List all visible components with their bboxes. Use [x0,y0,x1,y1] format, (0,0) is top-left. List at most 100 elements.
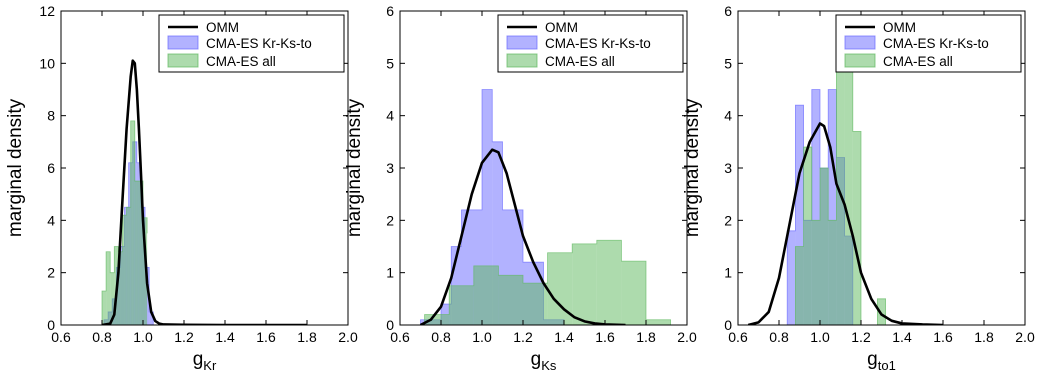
x-axis-label: gto1 [867,349,896,373]
y-tick-label: 3 [724,160,732,176]
legend-all-label: CMA-ES all [883,54,953,69]
hist-all-bar [844,37,853,325]
y-tick-label: 0 [386,317,394,333]
hist-all-bar [596,240,622,325]
legend-omm-label: OMM [206,20,239,35]
x-tick-label: 1.8 [974,329,994,345]
hist-all-bar [110,272,115,325]
hist-all-bar [646,319,671,325]
x-tick-label: 0.6 [390,329,410,345]
x-axis-label: gKs [531,349,557,373]
hist-all-bar [795,246,804,325]
hist-all-bar [424,314,450,325]
legend-omm-label: OMM [883,20,916,35]
x-tick-label: 1.0 [133,329,153,345]
hist-all-bar [811,220,820,325]
x-tick-label: 2.0 [1015,329,1035,345]
x-tick-label: 0.6 [51,329,71,345]
hist-all-outline [424,239,671,325]
x-tick-label: 0.8 [769,329,789,345]
hist-kr-ks-to-bar [828,89,837,325]
y-tick-label: 5 [724,55,732,71]
hist-all-bar [523,283,548,325]
x-tick-label: 1.2 [851,329,871,345]
x-tick-label: 2.0 [677,329,697,345]
y-tick-label: 4 [386,108,394,124]
y-tick-label: 1 [386,265,394,281]
hist-all-bar [473,265,499,325]
hist-all-bar [621,261,646,325]
legend-kr-ks-to-label: CMA-ES Kr-Ks-to [883,36,989,51]
x-axis-label-subscript: to1 [878,358,896,373]
y-axis-label: marginal density [682,98,703,237]
x-axis-label-subscript: Kr [203,358,217,373]
omm-line [747,122,944,325]
y-tick-label: 0 [47,317,55,333]
x-tick-label: 1.6 [256,329,276,345]
y-axis-label: marginal density [344,98,365,237]
hist-all-bar [498,275,523,325]
hist-all-bar [106,251,111,325]
hist-all-bar [803,147,812,325]
hist-all-bar [572,243,597,325]
x-tick-label: 1.4 [892,329,912,345]
x-tick-label: 2.0 [338,329,358,345]
x-tick-label: 1.0 [472,329,492,345]
legend-all-label: CMA-ES all [206,54,276,69]
legend-kr-ks-to-swatch [167,35,199,50]
x-tick-label: 0.8 [431,329,451,345]
legend-kr-ks-to-label: CMA-ES Kr-Ks-to [545,36,651,51]
hist-kr-ks-to-bar [492,141,503,325]
legend-kr-ks-to-swatch [506,35,538,50]
legend-kr-ks-to-swatch [844,35,876,50]
y-axis-label: marginal density [5,98,26,237]
y-tick-label: 5 [386,55,394,71]
plot-area [419,89,671,325]
x-tick-label: 1.2 [513,329,533,345]
x-tick-label: 1.4 [215,329,235,345]
hist-kr-ks-to-bar [795,105,804,325]
y-tick-label: 3 [386,160,394,176]
x-axis-label: gKr [193,349,217,373]
x-tick-label: 1.6 [933,329,953,345]
y-tick-label: 6 [724,3,732,19]
legend-all-swatch [506,53,538,68]
hist-all-bar [122,215,127,325]
y-tick-label: 2 [724,212,732,228]
hist-kr-ks-to-bar [482,89,493,325]
y-tick-label: 6 [386,3,394,19]
hist-all-bar [134,181,139,325]
y-tick-label: 6 [47,160,55,176]
hist-all-bar [102,290,107,325]
x-tick-label: 1.4 [554,329,574,345]
x-tick-label: 1.8 [297,329,317,345]
hist-all-bar [118,251,123,325]
y-tick-label: 1 [724,265,732,281]
x-tick-label: 1.2 [174,329,194,345]
x-tick-label: 1.0 [810,329,830,345]
hist-kr-ks-to-bar [149,311,154,325]
y-tick-label: 12 [39,3,55,19]
hist-all-bar [877,298,886,325]
y-tick-label: 0 [724,317,732,333]
y-tick-label: 4 [47,212,55,228]
chart-panel-2: 0.6 0.8 1.0 1.2 1.4 1.6 1.8 2.0 0 1 2 3 4 5 6 gKs margin… [344,3,697,373]
x-tick-label: 1.8 [636,329,656,345]
plot-area [101,59,307,325]
hist-all-bar [449,285,474,325]
hist-kr-ks-to-bar [787,230,796,325]
legend-omm-label: OMM [545,20,578,35]
legend-all-label: CMA-ES all [545,54,615,69]
y-tick-label: 2 [47,265,55,281]
hist-all-bar [130,120,135,325]
legend-all-swatch [844,53,876,68]
x-tick-label: 0.8 [92,329,112,345]
y-tick-label: 10 [39,55,55,71]
x-axis-label-subscript: Ks [541,358,557,373]
x-tick-label: 1.6 [595,329,615,345]
hist-all-bar [820,168,829,325]
